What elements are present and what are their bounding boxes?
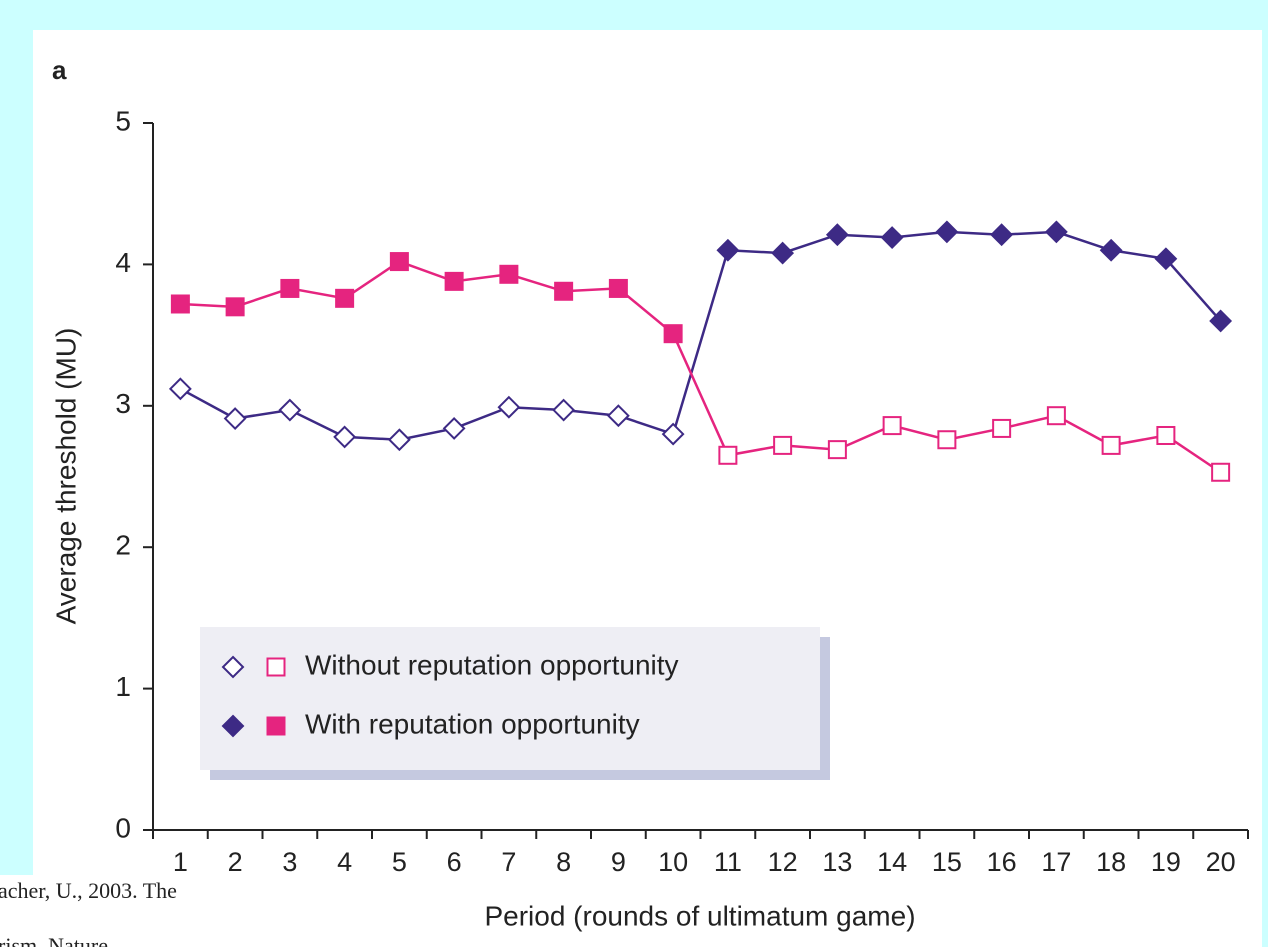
square-marker [827, 440, 847, 460]
diamond-marker [1209, 309, 1233, 333]
diamond-marker [552, 398, 576, 422]
square-marker [608, 278, 628, 298]
square-marker [1211, 462, 1231, 482]
diamond-marker [278, 398, 302, 422]
diamond-marker [880, 226, 904, 249]
diamond-marker [333, 425, 357, 449]
square-marker [937, 430, 957, 450]
square-marker [718, 445, 738, 465]
x-tick-label: 12 [768, 847, 798, 877]
x-tick-label: 1 [173, 847, 188, 877]
diamond-marker [442, 417, 466, 440]
panel [33, 30, 1262, 947]
y-tick-label: 1 [115, 671, 131, 702]
square-marker [444, 271, 464, 291]
x-tick-label: 16 [987, 847, 1017, 877]
x-tick-label: 17 [1041, 847, 1071, 877]
citation-backdrop [0, 875, 260, 947]
y-tick-label: 4 [115, 247, 131, 278]
square-marker [499, 264, 519, 284]
x-tick-label: 9 [611, 847, 626, 877]
legend-label: With reputation opportunity [305, 708, 640, 739]
x-tick-label: 18 [1096, 847, 1126, 877]
diamond-marker [935, 220, 959, 244]
legend-marker [266, 716, 286, 736]
diamond-marker [223, 407, 247, 430]
square-marker [1046, 406, 1066, 426]
panel-label: a [52, 55, 67, 85]
citation-text: acher, U., 2003. The [0, 878, 177, 903]
diamond-marker [1154, 247, 1178, 271]
x-tick-label: 15 [932, 847, 962, 877]
x-tick-label: 19 [1151, 847, 1181, 877]
x-tick-label: 2 [228, 847, 243, 877]
x-tick-label: 20 [1206, 847, 1236, 877]
x-tick-label: 7 [501, 847, 516, 877]
x-tick-label: 8 [556, 847, 571, 877]
square-marker [389, 252, 409, 272]
y-axis-label: Average threshold (MU) [50, 328, 81, 625]
x-axis-label: Period (rounds of ultimatum game) [484, 900, 915, 931]
square-marker [992, 418, 1012, 438]
diamond-marker [716, 238, 740, 262]
diamond-marker [387, 428, 411, 452]
square-marker [1101, 435, 1121, 455]
square-marker [882, 416, 902, 436]
x-tick-label: 10 [658, 847, 688, 877]
diamond-marker [497, 395, 521, 419]
diamond-marker [990, 223, 1014, 247]
legend-marker [221, 655, 245, 679]
legend-marker [221, 714, 245, 738]
x-tick-label: 3 [282, 847, 297, 877]
legend-box [200, 627, 820, 770]
x-tick-label: 5 [392, 847, 407, 877]
diamond-marker [168, 377, 192, 401]
diamond-marker [771, 241, 795, 265]
diamond-marker [606, 404, 630, 428]
square-marker [280, 278, 300, 298]
diamond-marker [1044, 220, 1068, 244]
diamond-marker [1099, 238, 1123, 262]
square-marker [1156, 425, 1176, 445]
y-tick-label: 2 [115, 530, 131, 561]
diamond-marker [661, 422, 685, 446]
square-marker [554, 281, 574, 301]
diamond-marker [825, 223, 849, 247]
y-tick-label: 0 [115, 812, 131, 843]
x-tick-label: 4 [337, 847, 352, 877]
y-tick-label: 3 [115, 388, 131, 419]
square-marker [225, 297, 245, 317]
citation-text: rism. Nature [0, 933, 108, 947]
x-tick-label: 11 [714, 847, 742, 877]
x-tick-label: 14 [877, 847, 907, 877]
square-marker [663, 324, 683, 344]
square-marker [170, 294, 190, 314]
square-marker [773, 435, 793, 455]
square-marker [335, 288, 355, 308]
legend-marker [266, 657, 286, 677]
y-tick-label: 5 [115, 105, 131, 136]
x-tick-label: 13 [822, 847, 852, 877]
legend-label: Without reputation opportunity [305, 649, 679, 680]
x-tick-label: 6 [447, 847, 462, 877]
